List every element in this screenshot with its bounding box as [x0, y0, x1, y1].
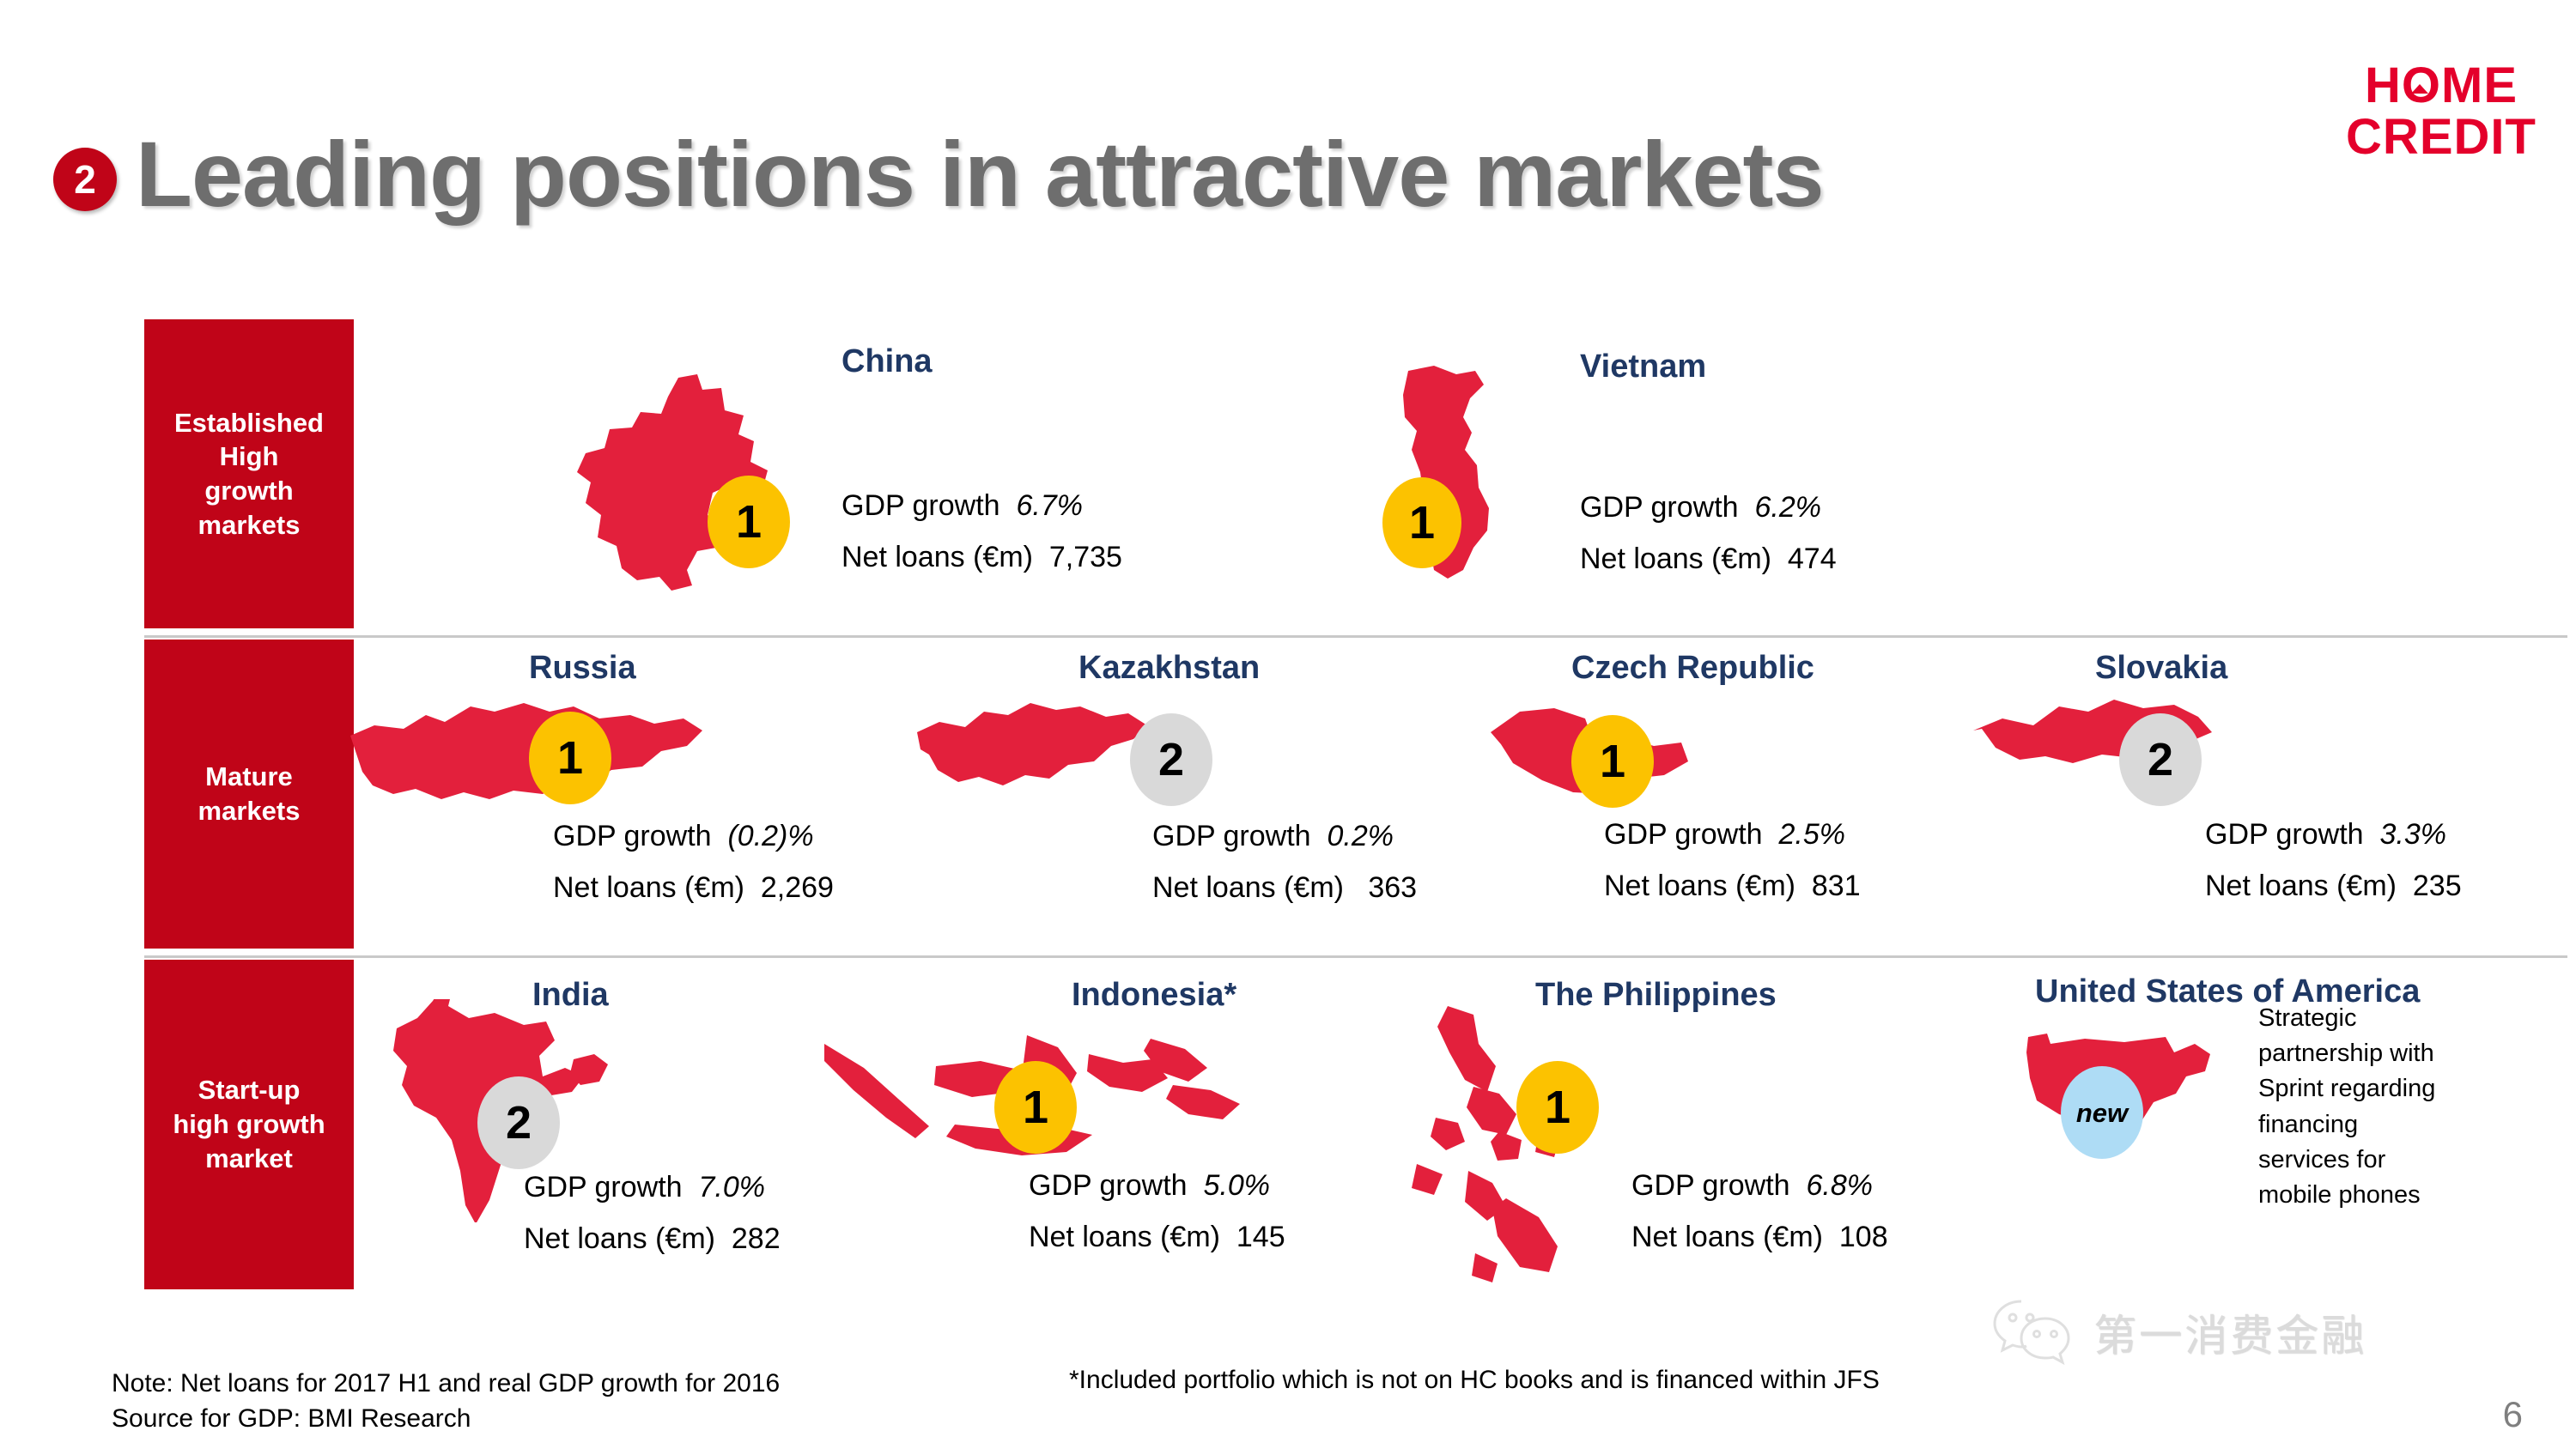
net-loans-value: 282	[731, 1222, 781, 1255]
country-name: Kazakhstan	[1078, 650, 1261, 686]
gdp-growth-vietnam: GDP growth 6.2%	[1580, 491, 1821, 524]
rank-badge-china: 1	[708, 476, 790, 568]
net-loans-the-philippines: Net loans (€m) 108	[1631, 1221, 1888, 1253]
country-name: Vietnam	[1580, 349, 1707, 385]
net-loans-kazakhstan: Net loans (€m) 363	[1152, 871, 1418, 904]
section-number-badge: 2	[53, 148, 117, 211]
rank-badge-kazakhstan: 2	[1130, 713, 1212, 806]
country-name: Indonesia*	[1072, 977, 1237, 1013]
net-loans-czech-republic: Net loans (€m) 831	[1604, 870, 1861, 902]
footer-note-source: Note: Net loans for 2017 H1 and real GDP…	[112, 1369, 781, 1433]
new-badge-united-states-of-america: new	[2061, 1066, 2143, 1159]
net-loans-value: 363	[1368, 871, 1418, 904]
rank-badge-slovakia: 2	[2119, 713, 2202, 806]
map-vietnam	[1391, 361, 1528, 584]
gdp-growth-china: GDP growth 6.7%	[841, 489, 1083, 522]
category-label: Start-up high growth market	[173, 1075, 325, 1173]
net-loans-india: Net loans (€m) 282	[524, 1222, 781, 1255]
country-name: Russia	[529, 650, 636, 686]
category-mature-markets: Mature markets	[144, 640, 354, 949]
net-loans-russia: Net loans (€m) 2,269	[553, 871, 834, 904]
gdp-growth-slovakia: GDP growth 3.3%	[2205, 818, 2446, 851]
gdp-growth-value: 5.0%	[1203, 1169, 1270, 1202]
net-loans-value: 831	[1811, 870, 1861, 902]
markets-grid: Established High growth markets Mature m…	[0, 319, 2576, 1289]
page-title: Leading positions in attractive markets	[136, 122, 1825, 226]
home-credit-logo: HOME CREDIT	[2342, 58, 2540, 165]
rank-badge-india: 2	[477, 1076, 560, 1169]
country-name: Czech Republic	[1571, 650, 1814, 686]
gdp-growth-indonesia: GDP growth 5.0%	[1029, 1169, 1270, 1202]
net-loans-value: 235	[2412, 870, 2462, 902]
watermark-text: 第一消费金融	[2093, 1311, 2366, 1361]
country-name: China	[841, 343, 933, 379]
country-name: United States of America	[2035, 973, 2421, 1009]
category-startup-high-growth: Start-up high growth market	[144, 960, 354, 1289]
rank-badge-vietnam: 1	[1382, 477, 1461, 568]
country-name: Slovakia	[2095, 650, 2228, 686]
gdp-growth-value: 6.7%	[1016, 489, 1083, 522]
category-established-high-growth: Established High growth markets	[144, 319, 354, 628]
net-loans-value: 145	[1236, 1221, 1285, 1253]
rank-badge-the-philippines: 1	[1516, 1061, 1599, 1154]
category-label: Mature markets	[197, 761, 301, 826]
gdp-growth-kazakhstan: GDP growth 0.2%	[1152, 820, 1394, 852]
net-loans-value: 7,735	[1048, 541, 1122, 573]
rank-badge-russia: 1	[529, 712, 611, 804]
net-loans-value: 2,269	[760, 871, 834, 904]
country-name: The Philippines	[1535, 977, 1777, 1013]
gdp-growth-value: 7.0%	[698, 1171, 765, 1203]
net-loans-indonesia: Net loans (€m) 145	[1029, 1221, 1285, 1253]
row-divider-1	[144, 635, 2567, 638]
gdp-growth-the-philippines: GDP growth 6.8%	[1631, 1169, 1873, 1202]
row-divider-2	[144, 955, 2567, 958]
map-china	[532, 371, 816, 594]
map-russia	[343, 691, 704, 820]
page-number: 6	[2502, 1394, 2523, 1434]
net-loans-value: 108	[1838, 1221, 1888, 1253]
slide-header: 2 Leading positions in attractive market…	[0, 120, 2576, 240]
net-loans-china: Net loans (€m) 7,735	[841, 541, 1122, 573]
gdp-growth-value: 6.2%	[1754, 491, 1821, 524]
wechat-watermark: 第一消费金融	[1992, 1296, 2366, 1368]
footer-note-asterisk: *Included portfolio which is not on HC b…	[1069, 1366, 1880, 1394]
category-label: Established High growth markets	[174, 407, 324, 540]
usa-description: Strategic partnership with Sprint regard…	[2258, 1004, 2436, 1209]
net-loans-value: 474	[1787, 543, 1837, 575]
net-loans-vietnam: Net loans (€m) 474	[1580, 543, 1837, 575]
rank-badge-indonesia: 1	[994, 1061, 1077, 1154]
logo-line-home: HOME	[2365, 58, 2518, 113]
gdp-growth-czech-republic: GDP growth 2.5%	[1604, 818, 1845, 851]
rank-badge-czech-republic: 1	[1571, 715, 1654, 808]
gdp-growth-value: 6.8%	[1806, 1169, 1873, 1202]
net-loans-slovakia: Net loans (€m) 235	[2205, 870, 2462, 902]
gdp-growth-value: 3.3%	[2379, 818, 2446, 851]
map-kazakhstan	[902, 691, 1185, 811]
wechat-icon	[1993, 1300, 2070, 1366]
gdp-growth-india: GDP growth 7.0%	[524, 1171, 765, 1203]
gdp-growth-value: 2.5%	[1778, 818, 1845, 851]
gdp-growth-value: (0.2)%	[727, 820, 814, 852]
logo-line-credit: CREDIT	[2346, 108, 2537, 165]
gdp-growth-russia: GDP growth (0.2)%	[553, 820, 814, 852]
gdp-growth-value: 0.2%	[1327, 820, 1394, 852]
country-name: India	[532, 977, 609, 1013]
logo-roof-icon	[2411, 84, 2428, 94]
